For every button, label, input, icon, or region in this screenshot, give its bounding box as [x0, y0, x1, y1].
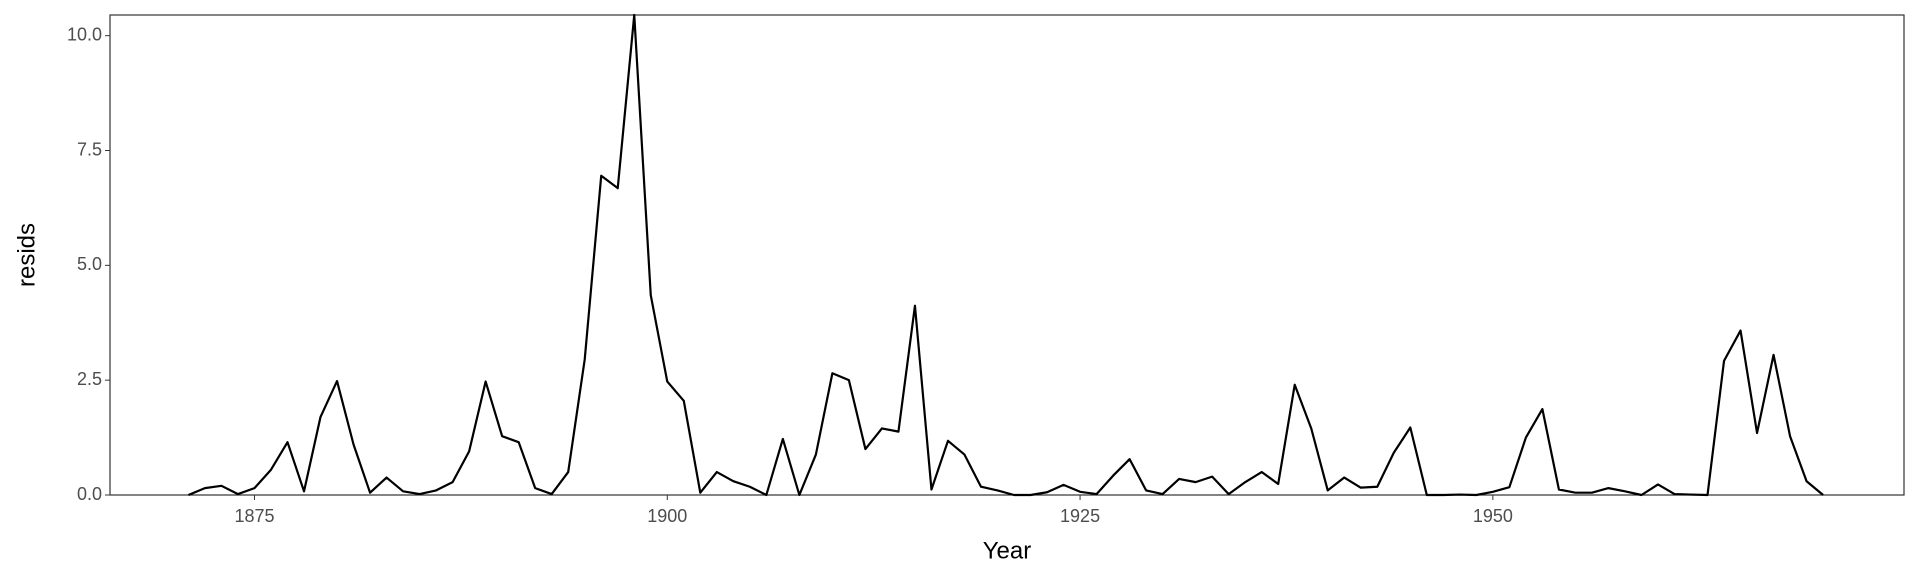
x-tick-label: 1925 — [1060, 506, 1100, 526]
x-tick-label: 1900 — [647, 506, 687, 526]
data-line — [188, 13, 1824, 497]
x-tick-label: 1875 — [234, 506, 274, 526]
y-tick-label: 5.0 — [77, 254, 102, 274]
y-tick-label: 10.0 — [67, 24, 102, 44]
x-tick-label: 1950 — [1473, 506, 1513, 526]
y-tick-label: 2.5 — [77, 369, 102, 389]
y-tick-label: 7.5 — [77, 139, 102, 159]
y-axis-title: resids — [13, 223, 40, 287]
x-axis-title: Year — [983, 537, 1032, 564]
panel-border — [109, 14, 1905, 496]
y-tick-label: 0.0 — [77, 484, 102, 504]
